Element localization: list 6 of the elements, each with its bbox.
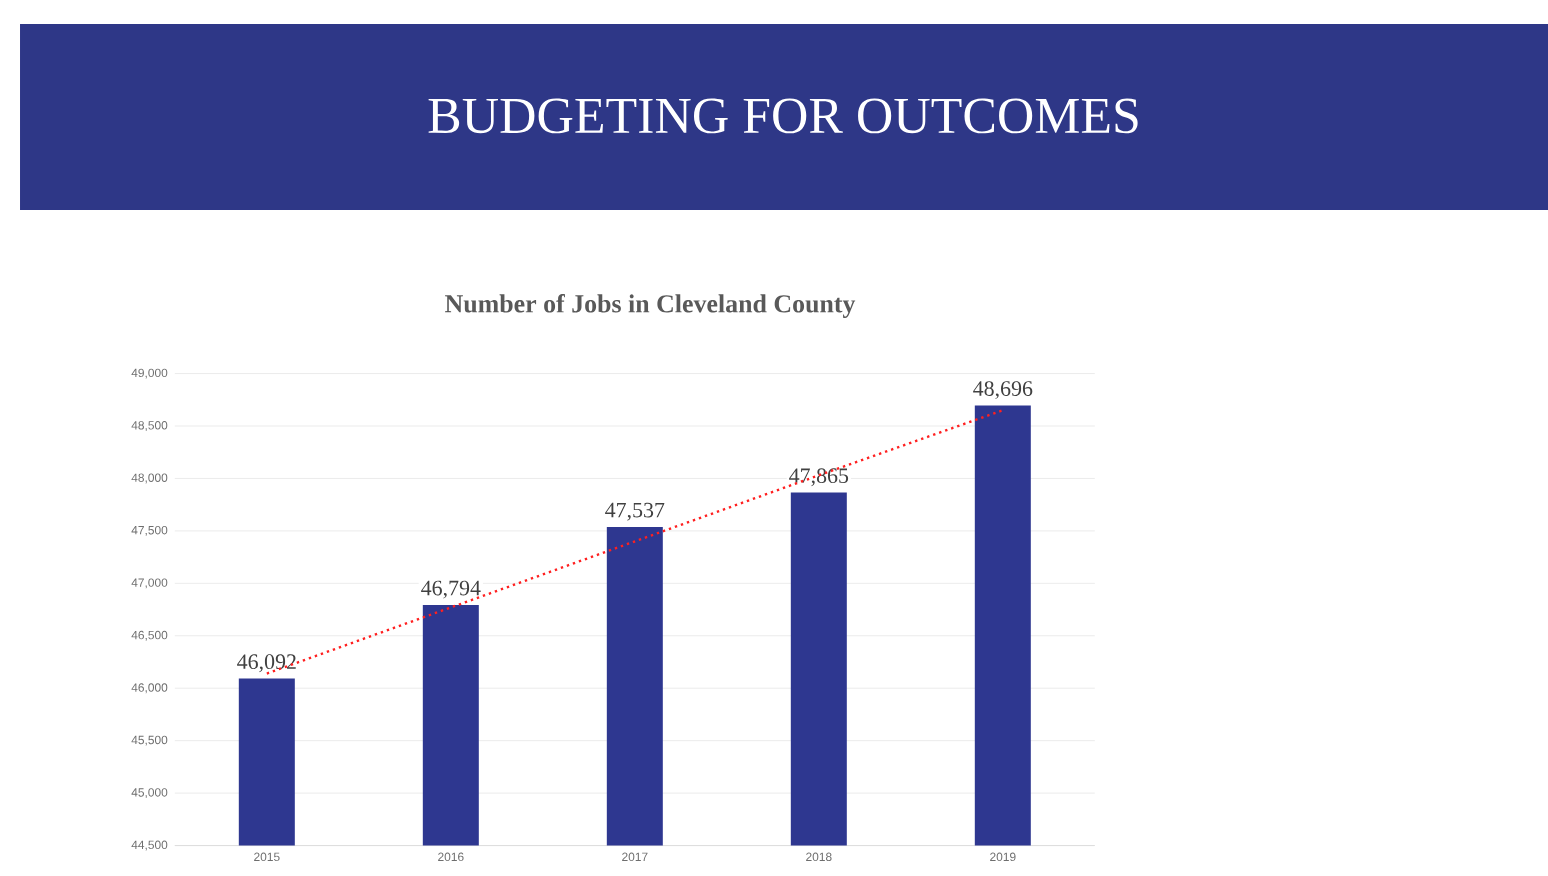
data-label: 46,092 <box>237 654 296 673</box>
data-label: 48,696 <box>973 381 1033 400</box>
data-label: 47,537 <box>605 502 665 521</box>
chart-title: BUDGETING FOR OUTCOMES <box>428 98 1138 134</box>
data-label: 46,794 <box>421 580 481 599</box>
chart-subtitle: Number of Jobs in Cleveland County <box>445 294 856 318</box>
